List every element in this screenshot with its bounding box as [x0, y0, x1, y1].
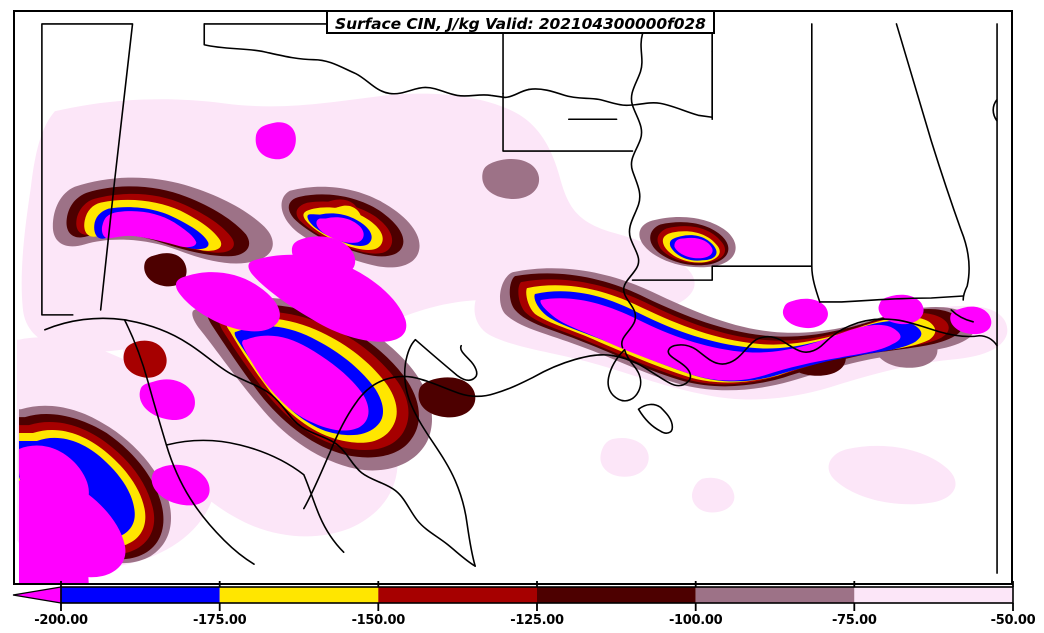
surface-cin-map-canvas[interactable]	[15, 12, 1011, 583]
coastline-louisiana-delta	[611, 318, 980, 387]
colorbar-band-5	[854, 587, 1013, 603]
state-boundary-alabama-west	[811, 23, 821, 303]
colorbar-tick-label-3: -125.00	[510, 613, 564, 628]
cin-shading-band-lt--200-magenta	[18, 122, 992, 583]
boundary-mexico-interior	[123, 319, 345, 565]
map-title-box: Surface CIN, J/kg Valid: 202104300000f02…	[326, 10, 715, 34]
boundary-rio-grande	[44, 317, 476, 567]
state-boundary-texas-north	[203, 23, 530, 99]
state-boundary-louisiana-north	[502, 92, 634, 152]
colorbar-band-0	[61, 587, 220, 603]
state-boundary-georgia	[895, 23, 970, 301]
state-boundary-florida-north	[818, 295, 964, 303]
boundary-mexico-coast-east	[403, 338, 476, 567]
state-boundary-east-edge	[992, 23, 998, 574]
map-title-text: Surface CIN, J/kg Valid: 202104300000f02…	[335, 15, 706, 33]
colorbar-tick-label-2: -150.00	[352, 613, 406, 628]
colorbar[interactable]: -200.00 -175.00 -150.00 -125.00 -100.00 …	[0, 581, 1044, 633]
state-boundary-new-mexico	[41, 23, 134, 316]
coastline-texas-gulf	[303, 338, 614, 510]
colorbar-band-3	[537, 587, 696, 603]
colorbar-band-1	[219, 587, 379, 603]
colorbar-tick-label-6: -50.00	[991, 613, 1036, 628]
state-boundary-louisiana-south	[631, 265, 813, 281]
colorbar-tick-label-5: -75.00	[832, 613, 877, 628]
colorbar-ticks	[60, 581, 1014, 611]
map-panel[interactable]	[13, 10, 1013, 585]
state-boundary-mississippi-river	[620, 33, 644, 349]
colorbar-tick-label-1: -175.00	[193, 613, 247, 628]
colorbar-band-4	[695, 587, 855, 603]
colorbar-tick-label-4: -100.00	[669, 613, 723, 628]
coastline-florida	[950, 309, 998, 347]
colorbar-canvas[interactable]: -200.00 -175.00 -150.00 -125.00 -100.00 …	[0, 581, 1044, 633]
colorbar-tick-label-0: -200.00	[34, 613, 88, 628]
coastline-mississippi-delta-detail	[607, 348, 674, 434]
state-boundary-red-river	[528, 23, 713, 119]
state-boundary-arkansas	[567, 50, 713, 121]
colorbar-band-2	[378, 587, 537, 603]
colorbar-band-extend-min	[12, 586, 62, 604]
